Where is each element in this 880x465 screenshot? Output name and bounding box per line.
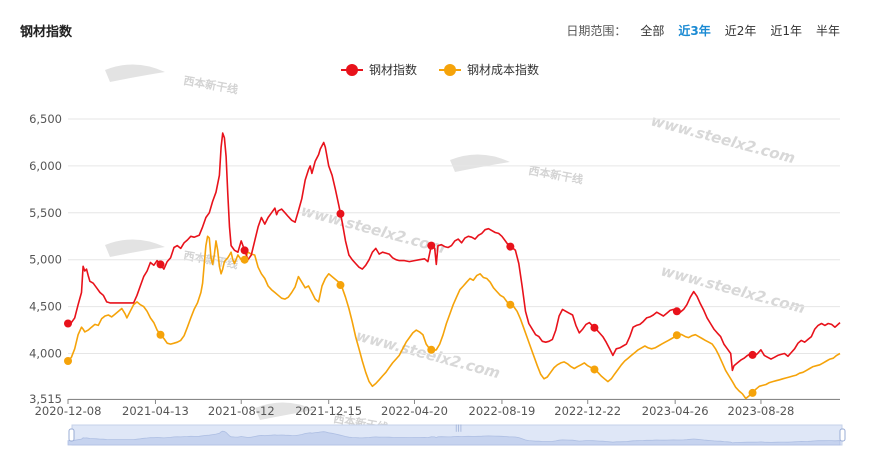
marker-cost-index-1 [156,330,165,339]
date-range-label: 日期范围： [566,24,627,38]
watermark-logo-2 [105,239,165,257]
x-tick-label-7: 2023-04-26 [642,404,709,418]
chart-legend: 钢材指数 钢材成本指数 [0,61,880,78]
x-tick-label-6: 2022-12-22 [554,404,621,418]
data-zoom-slider[interactable]: ||| [67,424,846,446]
marker-steel-index-0 [64,319,72,328]
marker-steel-index-2 [240,246,249,255]
watermark-text-0: www.steelx2.com [299,201,447,257]
marker-cost-index-6 [590,365,599,374]
marker-cost-index-0 [64,357,72,366]
x-axis: 2020-12-08 2021-04-13 2021-08-12 2021-12-15… [35,399,840,418]
marker-cost-index-3 [336,281,345,290]
series-line-steel-index [67,132,841,372]
y-tick-label-1: 6,000 [29,159,62,173]
marker-steel-index-1 [156,260,165,269]
marker-cost-index-8 [748,388,757,397]
x-tick-label-1: 2021-04-13 [122,404,189,418]
legend-label-cost-index: 钢材成本指数 [467,63,540,77]
watermark-brand-0: 西本新干线 [182,73,239,96]
y-tick-label-3: 5,000 [29,253,62,267]
legend-item-cost-index[interactable]: 钢材成本指数 [439,61,539,78]
y-tick-label-6: 3,515 [29,392,62,406]
marker-steel-index-8 [748,350,757,359]
marker-cost-index-5 [506,300,515,309]
watermark-logo-0 [105,64,165,82]
legend-swatch-steel-index [340,63,363,76]
watermark-text-1: www.steelx2.com [649,111,797,167]
range-option-half-year[interactable]: 半年 [815,24,840,38]
slider-grip-icon[interactable]: ||| [455,424,462,432]
marker-steel-index-7 [672,307,681,316]
marker-steel-index-6 [590,323,599,332]
y-axis: 6,500 6,000 5,500 5,000 4,500 4,000 3,515 [29,112,62,406]
range-option-all[interactable]: 全部 [640,24,665,38]
x-tick-label-3: 2021-12-15 [295,404,362,418]
date-range-selector: 日期范围： 全部 近3年 近2年 近1年 半年 [566,22,840,39]
x-tick-label-2: 2021-08-12 [208,404,275,418]
slider-handle-left[interactable] [68,428,75,442]
x-tick-label-5: 2022-08-19 [469,404,536,418]
marker-cost-index-4 [427,345,436,354]
page-title: 钢材指数 [20,25,73,40]
x-tick-label-4: 2022-04-20 [381,404,448,418]
watermark-logo-1 [450,154,510,172]
y-tick-label-4: 4,500 [29,300,62,314]
watermark-brand-1: 西本新干线 [527,163,584,186]
marker-cost-index-7 [672,331,681,340]
y-tick-label-5: 4,000 [29,347,62,361]
watermark-logo-3 [255,402,315,420]
legend-label-steel-index: 钢材指数 [368,63,417,77]
legend-swatch-cost-index [439,63,461,76]
marker-cost-index-2 [240,255,249,264]
watermark-text-2: www.steelx2.com [354,326,502,382]
marker-steel-index-4 [427,241,436,250]
marker-steel-index-3 [336,209,345,218]
watermark-text-3: www.steelx2.com [659,261,807,317]
x-tick-label-8: 2023-08-28 [728,404,795,418]
slider-handle-right[interactable] [839,428,846,442]
y-tick-label-2: 5,500 [29,206,62,220]
y-tick-label-0: 6,500 [29,112,62,126]
x-tick-label-0: 2020-12-08 [35,404,102,418]
marker-steel-index-5 [506,242,515,251]
range-option-2y[interactable]: 近2年 [724,24,757,38]
range-option-1y[interactable]: 近1年 [770,24,802,38]
chart-series [64,132,841,400]
legend-item-steel-index[interactable]: 钢材指数 [340,61,417,78]
range-option-3y[interactable]: 近3年 [678,24,711,38]
slider-preview [67,430,841,446]
